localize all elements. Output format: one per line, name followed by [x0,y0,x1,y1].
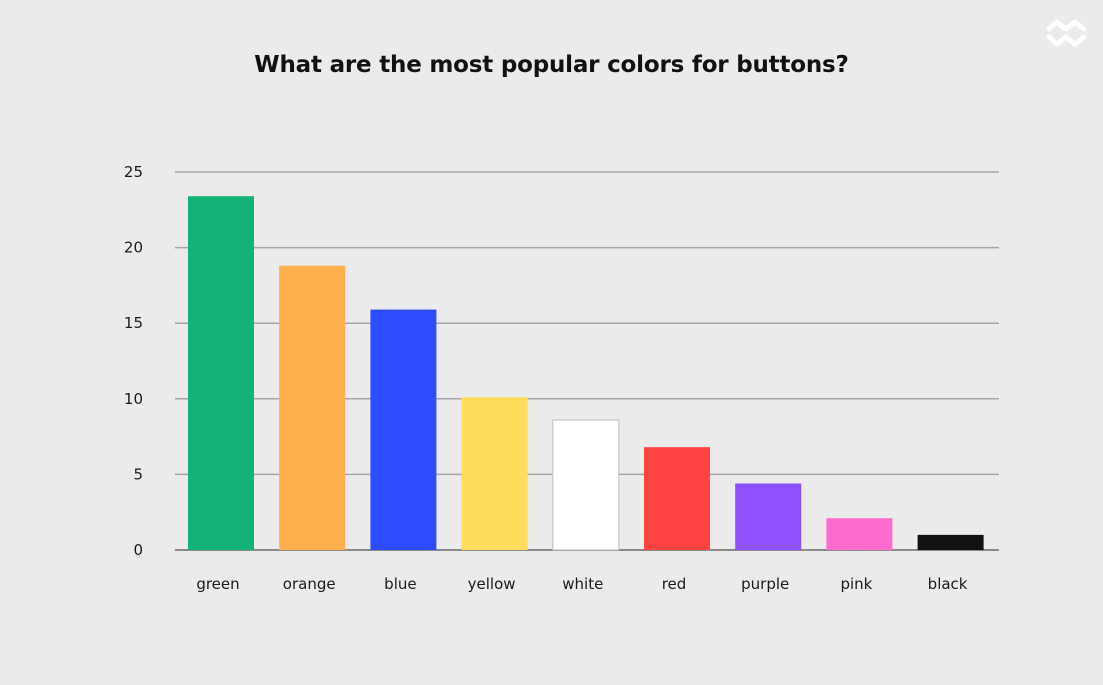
y-tick-label: 10 [124,390,143,408]
x-tick-label-green: green [196,575,239,593]
x-tick-label-black: black [928,575,968,593]
x-tick-label-blue: blue [384,575,416,593]
brand-logo-icon [1046,19,1087,47]
bar-blue [370,309,437,550]
y-tick-label: 25 [124,163,143,181]
bar-white [552,419,620,551]
bar-pink [826,518,893,550]
y-axis-ticks: 0 5 10 15 20 25 [124,163,143,559]
bar-purple [735,483,802,550]
x-tick-label-yellow: yellow [468,575,516,593]
x-axis-labels: green orange blue yellow white red purple pink b… [196,575,967,593]
y-tick-label: 0 [133,541,143,559]
bars [188,196,984,551]
bar-black [917,534,984,550]
x-tick-label-red: red [662,575,687,593]
bar-red [644,447,710,550]
x-tick-label-purple: purple [741,575,789,593]
x-tick-label-white: white [562,575,603,593]
y-tick-label: 15 [124,314,143,332]
x-tick-label-orange: orange [283,575,336,593]
x-tick-label-pink: pink [840,575,872,593]
bar-orange [279,265,346,550]
bar-green [188,196,254,550]
y-tick-label: 5 [133,465,143,483]
bar-yellow [461,397,528,550]
chart-title: What are the most popular colors for but… [254,52,849,78]
y-tick-label: 20 [124,239,143,257]
